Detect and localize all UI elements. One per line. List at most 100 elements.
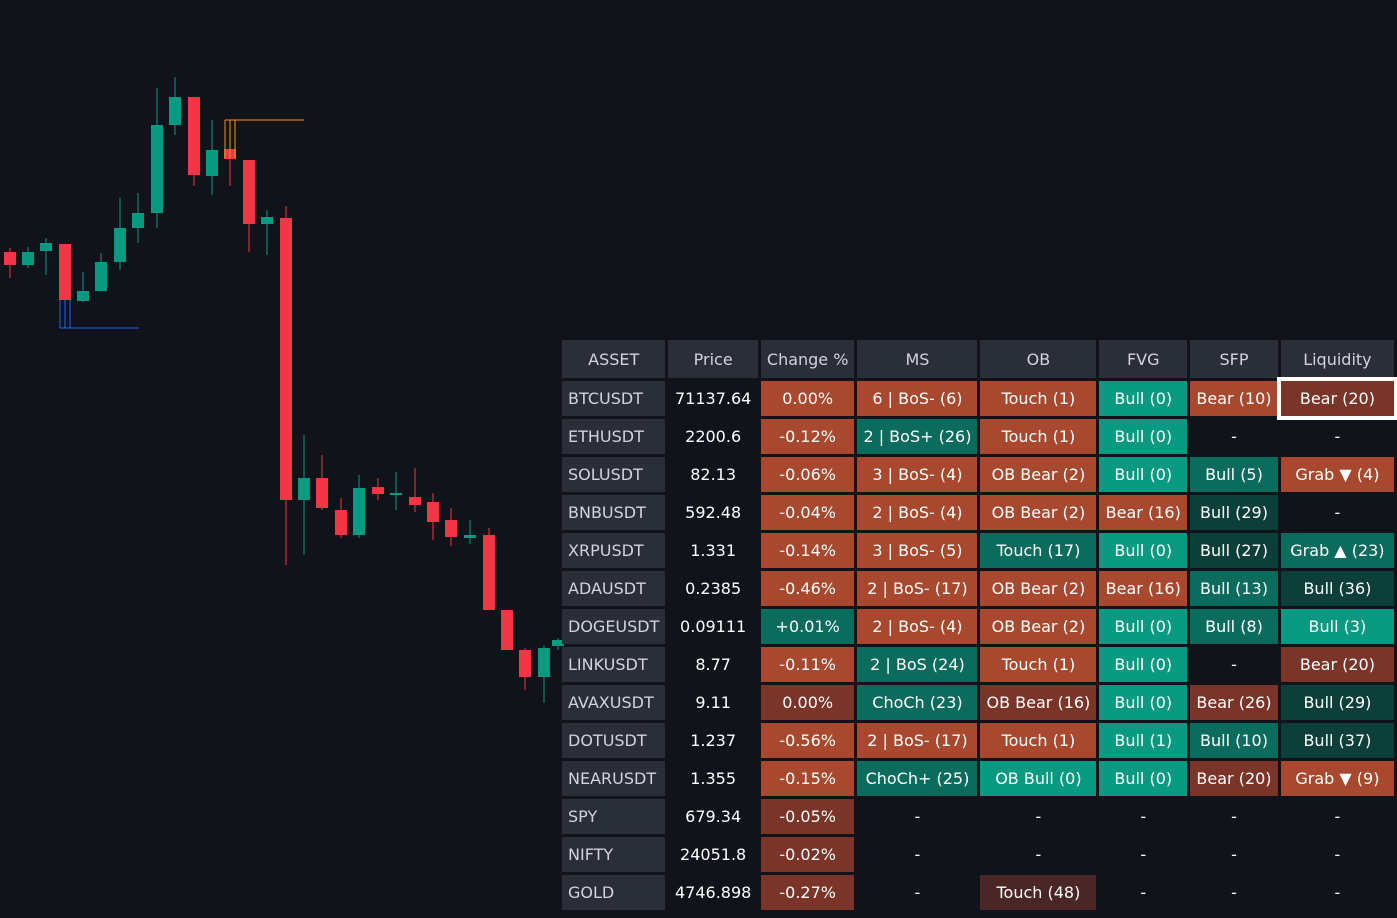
asset-cell: ETHUSDT	[562, 419, 666, 454]
asset-cell: BNBUSDT	[562, 495, 666, 530]
ob-cell: OB Bear (2)	[980, 457, 1097, 492]
liquidity-cell-selected[interactable]: Bear (20)	[1276, 377, 1397, 420]
fvg-cell: Bull (0)	[1099, 381, 1188, 416]
ms-cell: 3 | BoS- (5)	[857, 533, 978, 568]
candle	[372, 478, 384, 500]
candle	[280, 206, 292, 565]
change-cell: -0.56%	[760, 723, 855, 758]
candle-body	[280, 218, 292, 500]
candle-body	[445, 520, 457, 537]
price-cell: 1.237	[668, 723, 758, 758]
candle-body	[519, 650, 531, 677]
ob-cell: Touch (17)	[980, 533, 1097, 568]
market-screener-table: ASSET Price Change % MS OB FVG SFP Liqui…	[559, 337, 1397, 913]
candle	[445, 508, 457, 546]
liquidity-cell: Grab ▼ (4)	[1280, 457, 1394, 492]
table-row: GOLD 4746.898 -0.27% - Touch (48) - - -	[562, 875, 1394, 910]
change-cell: -0.02%	[760, 837, 855, 872]
asset-cell: SOLUSDT	[562, 457, 666, 492]
asset-cell: GOLD	[562, 875, 666, 910]
change-cell: -0.11%	[760, 647, 855, 682]
table-row: NIFTY 24051.8 -0.02% - - - - -	[562, 837, 1394, 872]
price-cell: 71137.64	[668, 381, 758, 416]
fvg-cell: Bear (16)	[1099, 495, 1188, 530]
candle	[77, 272, 89, 302]
price-cell: 0.2385	[668, 571, 758, 606]
candle	[353, 475, 365, 538]
candle-body	[169, 97, 181, 125]
ms-cell: 2 | BoS (24)	[857, 647, 978, 682]
candle	[483, 528, 495, 610]
table-row: NEARUSDT 1.355 -0.15% ChoCh+ (25) OB Bul…	[562, 761, 1394, 796]
asset-cell: NEARUSDT	[562, 761, 666, 796]
table-row: DOGEUSDT 0.09111 +0.01% 2 | BoS- (4) OB …	[562, 609, 1394, 644]
asset-cell: AVAXUSDT	[562, 685, 666, 720]
sfp-cell: Bull (10)	[1190, 723, 1278, 758]
asset-cell: NIFTY	[562, 837, 666, 872]
ms-cell: 2 | BoS+ (26)	[857, 419, 978, 454]
fvg-cell: -	[1099, 799, 1188, 834]
candle-body	[464, 535, 476, 538]
sfp-cell: -	[1190, 419, 1278, 454]
fvg-cell: Bull (0)	[1099, 533, 1188, 568]
ob-cell: Touch (1)	[980, 647, 1097, 682]
candle-body	[390, 493, 402, 495]
table-row: BTCUSDT 71137.64 0.00% 6 | BoS- (6) Touc…	[562, 377, 1397, 420]
price-cell: 679.34	[668, 799, 758, 834]
fvg-cell: -	[1099, 837, 1188, 872]
change-cell: -0.14%	[760, 533, 855, 568]
table-row: DOTUSDT 1.237 -0.56% 2 | BoS- (17) Touch…	[562, 723, 1394, 758]
candle	[114, 198, 126, 270]
change-cell: -0.46%	[760, 571, 855, 606]
table-row: LINKUSDT 8.77 -0.11% 2 | BoS (24) Touch …	[562, 647, 1394, 682]
candle-body	[114, 228, 126, 262]
ms-cell: ChoCh+ (25)	[857, 761, 978, 796]
candle-body	[22, 252, 34, 265]
liquidity-cell: Bull (3)	[1280, 609, 1394, 644]
candle-body	[59, 244, 71, 300]
sfp-cell: -	[1190, 647, 1278, 682]
ob-cell: Touch (48)	[980, 875, 1097, 910]
liquidity-cell: Bull (37)	[1280, 723, 1394, 758]
candle-body	[95, 262, 107, 291]
asset-cell: SPY	[562, 799, 666, 834]
candle	[243, 160, 255, 252]
liquidity-cell: -	[1280, 495, 1394, 530]
candle	[261, 210, 273, 255]
table-row: ETHUSDT 2200.6 -0.12% 2 | BoS+ (26) Touc…	[562, 419, 1394, 454]
sfp-cell: -	[1190, 837, 1278, 872]
price-cell: 24051.8	[668, 837, 758, 872]
candle	[427, 493, 439, 540]
candle-body	[409, 497, 421, 505]
table-row: SOLUSDT 82.13 -0.06% 3 | BoS- (4) OB Bea…	[562, 457, 1394, 492]
col-header-sfp: SFP	[1190, 340, 1278, 378]
candle	[390, 472, 402, 510]
liquidity-cell: Bull (36)	[1280, 571, 1394, 606]
candle-body	[261, 217, 273, 224]
candle	[464, 520, 476, 544]
candle	[409, 468, 421, 512]
change-cell: +0.01%	[760, 609, 855, 644]
blue-liquidity-marker	[59, 300, 139, 329]
candle	[169, 77, 181, 135]
candle	[519, 648, 531, 690]
price-cell: 9.11	[668, 685, 758, 720]
sfp-cell: Bull (8)	[1190, 609, 1278, 644]
col-header-fvg: FVG	[1099, 340, 1188, 378]
asset-cell: XRPUSDT	[562, 533, 666, 568]
fvg-cell: -	[1099, 875, 1188, 910]
ms-cell: 2 | BoS- (4)	[857, 495, 978, 530]
ms-cell: ChoCh (23)	[857, 685, 978, 720]
price-cell: 4746.898	[668, 875, 758, 910]
ob-cell: OB Bear (2)	[980, 495, 1097, 530]
asset-cell: ADAUSDT	[562, 571, 666, 606]
sfp-cell: Bear (26)	[1190, 685, 1278, 720]
liquidity-cell: -	[1280, 837, 1394, 872]
liquidity-cell: -	[1280, 799, 1394, 834]
header-row: ASSET Price Change % MS OB FVG SFP Liqui…	[562, 340, 1394, 378]
candle-body	[206, 150, 218, 176]
ob-cell: Touch (1)	[980, 723, 1097, 758]
table-row: BNBUSDT 592.48 -0.04% 2 | BoS- (4) OB Be…	[562, 495, 1394, 530]
ms-cell: -	[857, 875, 978, 910]
